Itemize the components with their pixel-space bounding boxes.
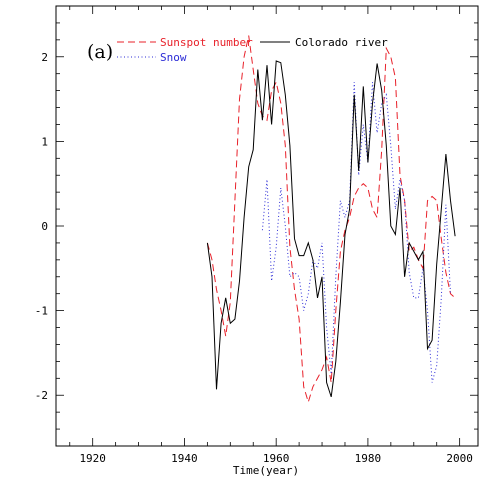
y-tick-label: 2	[41, 51, 48, 64]
x-tick-label: 1920	[79, 452, 106, 465]
plot-frame	[55, 5, 479, 447]
x-tick-label: 1940	[171, 452, 198, 465]
legend: Sunspot number Colorado river Snow	[117, 36, 388, 64]
series-line-sunspot-number	[206, 35, 456, 404]
y-tick-label: 0	[41, 220, 48, 233]
y-tick-label: -2	[35, 389, 48, 402]
x-tick-label: 2000	[446, 452, 473, 465]
legend-label-sunspot: Sunspot number	[160, 36, 253, 49]
axis-ticks: 1920 1940 1960 1980 2000 -2 -1 0 1 2	[35, 6, 478, 465]
panel-label: (a)	[87, 41, 113, 63]
x-tick-label: 1980	[355, 452, 382, 465]
x-axis-label: Time(year)	[233, 464, 299, 477]
series-lines	[206, 35, 456, 404]
y-tick-label: 1	[41, 135, 48, 148]
legend-label-snow: Snow	[160, 51, 187, 64]
y-tick-label: -1	[35, 305, 48, 318]
series-line-colorado-river	[206, 60, 456, 398]
legend-label-colorado: Colorado river	[295, 36, 388, 49]
x-tick-label: 1960	[263, 452, 290, 465]
